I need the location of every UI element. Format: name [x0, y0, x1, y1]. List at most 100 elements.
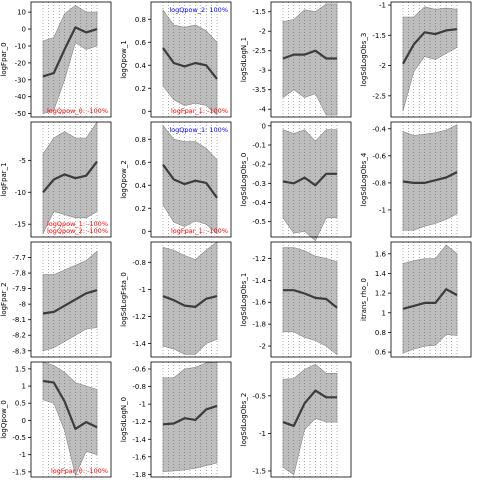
y-tick-label: 0.6 [135, 159, 147, 167]
y-tick-label: 0.4 [135, 182, 147, 190]
plot-frame [270, 361, 352, 478]
y-tick-label: -0.5 [252, 218, 266, 226]
chart-panel-6: 0 -0.1 -0.2 -0.3 -0.4 -0.5 logSdLogObs_0 [240, 121, 352, 242]
y-axis-label: logSdLogFsta_0 [120, 272, 128, 327]
y-tick-label: -0.8 [372, 179, 386, 187]
y-tick-label: -10 [15, 42, 26, 50]
annotation-label: logFpar_1: -100% [171, 227, 228, 235]
y-tick-label: 0 [142, 108, 146, 116]
chart-panel-7: -0.4 -0.6 -0.8 -1 logSdLogObs_4 [360, 121, 472, 238]
y-tick-label: -1.6 [132, 453, 146, 461]
y-tick-label: -1.5 [372, 32, 386, 40]
chart-panel-11: 1.6 1.4 1.2 1 0.8 0.6 itrans_rho_0 [360, 241, 472, 358]
series-line [162, 295, 218, 308]
y-tick-label: 1 [22, 383, 26, 391]
chart-panel-9: -0.8 -1 -1.2 -1.4 logSdLogFsta_0 [120, 241, 232, 358]
plot-frame [30, 1, 112, 118]
y-tick-label: -1.8 [252, 321, 266, 329]
y-tick-label: -30 [15, 76, 26, 84]
plot-frame [150, 1, 232, 118]
annotation-label: logQpow_1: -100% [47, 220, 108, 228]
series-line [42, 160, 98, 194]
series-line [282, 172, 337, 187]
y-tick-label: -0.4 [372, 125, 386, 133]
y-tick-label: -1.4 [252, 277, 266, 285]
y-axis-label: logSdLogN_0 [120, 397, 128, 442]
chart-panel-5: 0.8 0.6 0.4 0.2 0 logQpow_2 logQpow_1: 100% log… [120, 121, 232, 238]
annotation-label: logFpar_0: -100% [51, 467, 108, 475]
y-tick-label: -0.8 [132, 259, 146, 267]
y-tick-label: -1.2 [132, 418, 146, 426]
y-tick-label: -0.3 [252, 180, 266, 188]
y-tick-label: 1.2 [375, 290, 386, 298]
plot-frame [150, 361, 232, 478]
y-tick-label: 0 [142, 228, 146, 236]
y-axis-label: logQpow_0 [0, 400, 8, 439]
y-tick-label: 0 [22, 26, 26, 34]
y-axis-label: logSdLogObs_0 [240, 153, 248, 207]
chart-panel-12: 1.5 1 0.5 0 -0.5 -1 -1.5 logQpow_0 logFpar_0: -1… [0, 361, 112, 478]
uncertainty-band [162, 241, 218, 355]
y-tick-label: 0.2 [135, 205, 146, 213]
y-axis-label: logQpow_2 [120, 160, 128, 199]
y-tick-label: -1 [19, 451, 26, 459]
y-tick-label: -2 [379, 62, 386, 70]
series-line [162, 404, 218, 426]
y-tick-label: -0.5 [252, 392, 266, 400]
y-tick-label: -50 [15, 110, 26, 118]
chart-panel-1: 0.8 0.6 0.4 0.2 0 logQpow_1 logQpow_2: 100% log… [120, 1, 232, 118]
y-axis-label: logSdLogObs_4 [360, 152, 368, 206]
y-tick-label: -8.3 [12, 347, 26, 355]
plot-frame [270, 241, 352, 358]
y-tick-label: -1.4 [132, 436, 146, 444]
y-tick-label: 0 [22, 417, 26, 425]
y-tick-label: 0.5 [15, 400, 26, 408]
y-tick-label: -0.6 [372, 152, 386, 160]
plot-frame [390, 1, 472, 118]
y-tick-label: -1.2 [132, 313, 146, 321]
plot-frame [390, 241, 472, 358]
y-tick-label: -8 [19, 301, 26, 309]
y-tick-label: -8.2 [12, 332, 26, 340]
series-line [162, 47, 218, 80]
y-tick-label: 1.6 [375, 250, 387, 258]
y-tick-label: -0.1 [252, 142, 266, 150]
y-axis-label: logSdLogObs_1 [240, 273, 248, 327]
y-tick-label: 1.4 [375, 270, 387, 278]
y-tick-label: -15 [15, 221, 26, 229]
annotation-label: logFpar_1: -100% [171, 107, 228, 115]
y-tick-label: -1 [379, 206, 386, 214]
chart-panel-4: -5 -10 -15 logFpar_1 logQpow_1: -100%logQpow… [0, 121, 112, 238]
chart-panel-13: -0.6 -0.8 -1 -1.2 -1.4 -1.6 -1.8 logSdLogN_0 [120, 361, 232, 479]
y-tick-label: -2 [259, 343, 266, 351]
y-tick-label: 0 [262, 122, 266, 130]
plot-frame [150, 121, 232, 238]
y-tick-label: -7.9 [12, 285, 26, 293]
annotation-label: logQpow_2: -100% [47, 227, 108, 235]
y-axis-label: logSdLogN_1 [240, 37, 248, 82]
y-axis-label: itrans_rho_0 [360, 278, 368, 321]
chart-panel-8: -7.7 -7.8 -7.9 -8 -8.1 -8.2 -8.3 logFpar_2 [0, 241, 112, 358]
y-tick-label: -0.8 [132, 383, 146, 391]
series-line [42, 379, 98, 430]
series-line [402, 171, 458, 184]
y-axis-label: logFpar_1 [0, 162, 8, 196]
series-line [282, 389, 337, 427]
y-tick-label: 0.6 [375, 349, 387, 357]
y-tick-label: -0.6 [132, 366, 146, 374]
y-tick-label: -1.5 [252, 8, 266, 16]
y-tick-label: 0.8 [135, 16, 146, 24]
y-tick-label: -40 [15, 93, 26, 101]
plot-frame [30, 241, 112, 358]
y-axis-label: logSdLogObs_3 [360, 33, 368, 87]
series-line [42, 289, 98, 315]
plot-frame [150, 241, 232, 358]
y-tick-label: -1 [259, 430, 266, 438]
y-tick-label: -1 [139, 401, 146, 409]
y-tick-label: -1.4 [132, 340, 146, 348]
chart-panel-2: -1.5 -2 -2.5 -3 -3.5 -4 logSdLogN_1 [240, 1, 352, 118]
y-tick-label: 1.5 [15, 365, 26, 373]
y-tick-label: -0.4 [252, 199, 266, 207]
y-axis-label: logFpar_2 [0, 282, 8, 316]
chart-panel-10: -1.2 -1.4 -1.6 -1.8 -2 logSdLogObs_1 [240, 241, 352, 358]
